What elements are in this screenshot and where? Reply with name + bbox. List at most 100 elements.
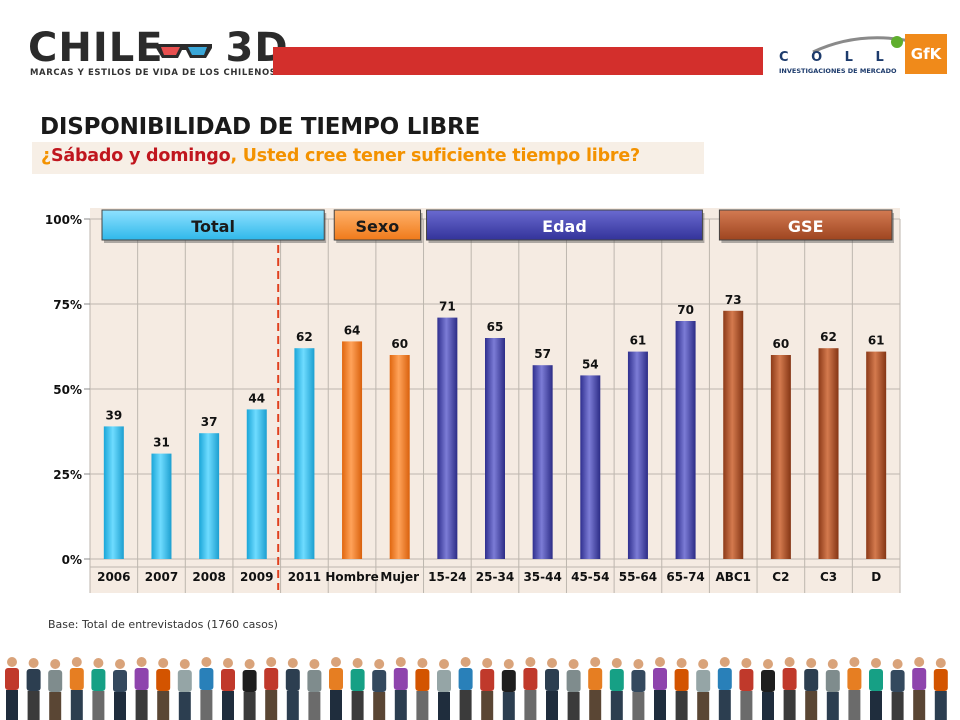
header-label: Sexo: [356, 217, 400, 236]
bars: [103, 310, 887, 559]
value-label: 31: [153, 436, 170, 450]
bar-Hombre: [342, 341, 363, 559]
person-figure: [566, 659, 581, 720]
collect-swoosh-icon: [812, 36, 916, 54]
person-figure: [480, 658, 495, 720]
person-figure: [761, 659, 775, 720]
person-figure: [415, 658, 430, 720]
bar-ABC1: [723, 310, 744, 559]
person-figure: [674, 658, 689, 720]
person-figure: [804, 658, 819, 720]
bar-2011: [294, 348, 315, 559]
person-figure: [739, 658, 754, 720]
person-figure: [609, 658, 624, 720]
x-tick-label: ABC1: [715, 570, 751, 584]
person-figure: [26, 658, 41, 720]
bar-2008: [199, 433, 220, 559]
value-label: 71: [439, 300, 456, 314]
bar-15-24: [437, 317, 458, 559]
person-figure: [933, 658, 948, 720]
person-figure: [653, 657, 667, 720]
header-edad: [426, 209, 703, 241]
person-figure: [91, 658, 106, 720]
person-figure: [199, 657, 214, 720]
person-figure: [5, 657, 19, 720]
bar-2009: [246, 409, 267, 559]
x-tick-label: 2007: [145, 570, 178, 584]
person-figure: [890, 659, 905, 720]
person-figure: [696, 659, 711, 720]
value-label: 61: [630, 334, 647, 348]
header-label: Total: [191, 217, 235, 236]
x-tick-label: 25-34: [476, 570, 514, 584]
people-illustration: [5, 657, 948, 720]
bar-25-34: [485, 338, 505, 559]
bar-55-64: [627, 351, 648, 559]
bar-45-54: [580, 375, 601, 559]
x-tick-label: 2006: [97, 570, 130, 584]
bar-2007: [151, 453, 172, 559]
x-tick-label: 55-64: [619, 570, 657, 584]
header-band: [273, 47, 763, 75]
value-label: 60: [391, 337, 408, 351]
person-figure: [825, 659, 840, 720]
person-figure: [350, 658, 365, 720]
value-label: 44: [248, 391, 265, 405]
person-figure: [501, 659, 516, 720]
header-label: Edad: [542, 217, 587, 236]
person-figure: [329, 657, 343, 720]
y-tick-label: 100%: [45, 213, 82, 227]
person-figure: [156, 658, 171, 720]
header-sexo: [333, 209, 422, 241]
value-labels: 39 31 37 44 62 64 60 71 65 57 54 61 70 73 60 62 61: [105, 293, 884, 450]
value-label: 60: [773, 337, 790, 351]
person-figure: [782, 657, 797, 720]
person-figure: [437, 659, 451, 720]
gfk-logo: GfK: [905, 34, 947, 74]
x-tick-label: 65-74: [666, 570, 704, 584]
y-tick-label: 25%: [53, 468, 82, 482]
value-label: 73: [725, 293, 742, 307]
person-figure: [242, 659, 257, 720]
3d-glasses-icon: [156, 44, 212, 58]
y-tick-label: 0%: [62, 553, 82, 567]
person-figure: [588, 657, 603, 720]
header-label: GSE: [788, 217, 824, 236]
value-label: 70: [677, 303, 694, 317]
bar-C2: [770, 355, 791, 559]
person-figure: [177, 659, 192, 720]
value-label: 62: [296, 330, 313, 344]
person-figure: [372, 659, 387, 720]
bar-Mujer: [389, 355, 410, 559]
base-note: Base: Total de entrevistados (1760 casos…: [48, 618, 278, 631]
x-tick-label: C2: [772, 570, 789, 584]
bar-chart: 0% 25% 50% 75% 100% 39 31 37 44 62 64 60 71 65 57 54 61…: [45, 208, 901, 593]
person-figure: [631, 659, 646, 720]
value-label: 57: [534, 347, 551, 361]
x-tick-label: Hombre: [325, 570, 378, 584]
slide-title: DISPONIBILIDAD DE TIEMPO LIBRE: [40, 114, 480, 140]
x-tick-label: 45-54: [571, 570, 609, 584]
value-label: 39: [105, 408, 122, 422]
bar-35-44: [532, 365, 553, 559]
bar-65-74: [675, 321, 696, 559]
person-figure: [48, 659, 63, 720]
header-total: [101, 209, 325, 241]
bar-2006: [103, 426, 124, 559]
x-tick-label: D: [871, 570, 881, 584]
x-tick-label: 2009: [240, 570, 273, 584]
person-figure: [264, 657, 279, 720]
person-figure: [221, 658, 235, 720]
y-tick-label: 75%: [53, 298, 82, 312]
x-axis-labels: 2006 2007 2008 2009 2011 Hombre Mujer 15-24 25-3…: [97, 570, 881, 584]
value-label: 64: [344, 323, 361, 337]
person-figure: [869, 658, 883, 720]
question-text: ¿Sábado y domingo, Usted cree tener sufi…: [32, 142, 704, 174]
group-headers: Total Sexo Edad GSE: [101, 209, 894, 243]
x-tick-label: 2011: [288, 570, 321, 584]
x-tick-label: 15-24: [428, 570, 466, 584]
y-tick-label: 50%: [53, 383, 82, 397]
value-label: 62: [820, 330, 837, 344]
question-rest: , Usted cree tener suficiente tiempo lib…: [230, 146, 640, 166]
person-figure: [847, 657, 862, 720]
